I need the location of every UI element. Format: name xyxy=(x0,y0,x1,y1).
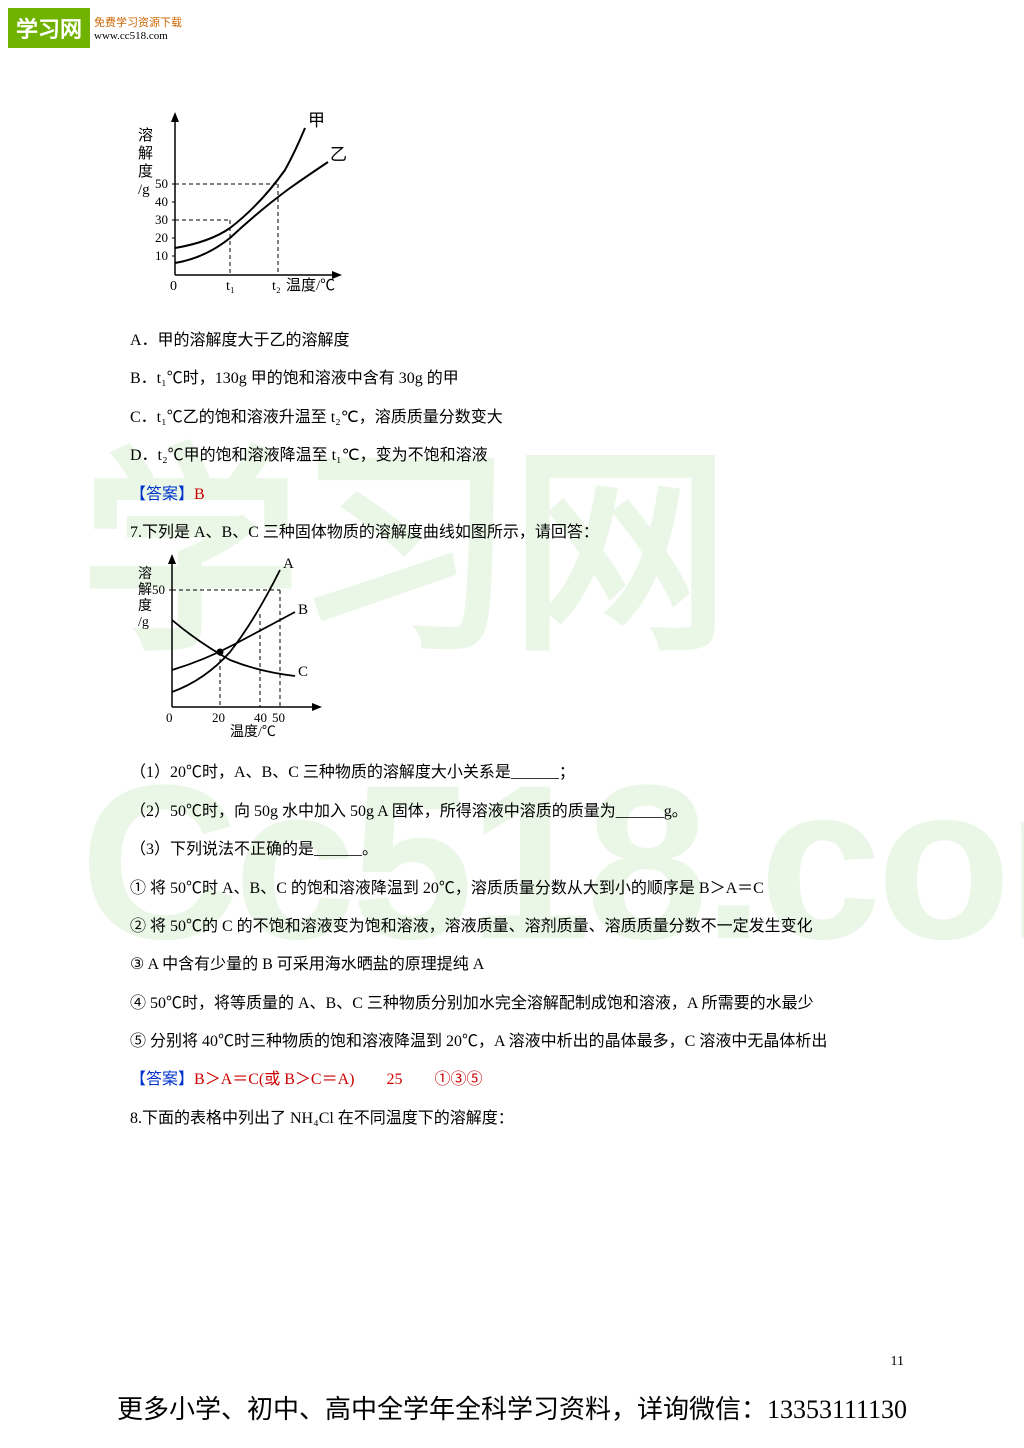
svg-text:/g: /g xyxy=(138,615,149,630)
q7-sub3: （3）下列说法不正确的是______。 xyxy=(130,831,900,869)
svg-text:B: B xyxy=(298,602,308,618)
svg-text:0: 0 xyxy=(170,279,177,294)
question-8: 8.下面的表格中列出了 NH₄Cl 在不同温度下的溶解度： xyxy=(130,1100,900,1138)
svg-text:乙: 乙 xyxy=(330,145,347,164)
q7-sub2: （2）50℃时，向 50g 水中加入 50g A 固体，所得溶液中溶质的质量为_… xyxy=(130,793,900,831)
site-logo: 学习网 免费学习资源下载 www.cc518.com xyxy=(8,8,182,48)
q7-choice3: ③ A 中含有少量的 B 可采用海水晒盐的原理提纯 A xyxy=(130,946,900,984)
footer-text: 更多小学、初中、高中全学年全科学习资料，详询微信：13353111130 xyxy=(0,1389,1024,1426)
q7-sub1: （1）20℃时，A、B、C 三种物质的溶解度大小关系是______； xyxy=(130,754,900,792)
svg-text:40: 40 xyxy=(155,194,168,209)
svg-text:10: 10 xyxy=(155,248,168,263)
answer-value: B＞A＝C(或 B＞C＝A) 25 ①③⑤ xyxy=(194,1071,482,1088)
document-content: 溶 解 度 /g 10 20 30 40 50 0 t₁ t₂ 温度/℃ 甲 乙… xyxy=(130,110,900,1138)
svg-text:40: 40 xyxy=(254,710,267,725)
svg-text:解: 解 xyxy=(138,582,152,598)
option-d: D．t₂℃甲的饱和溶液降温至 t₁℃，变为不饱和溶液 xyxy=(130,437,900,475)
option-a: A．甲的溶解度大于乙的溶解度 xyxy=(130,322,900,360)
svg-text:/g: /g xyxy=(138,182,150,198)
svg-text:度: 度 xyxy=(138,598,152,614)
svg-text:0: 0 xyxy=(166,710,173,725)
svg-text:t₂: t₂ xyxy=(272,279,281,294)
answer-1: 【答案】B xyxy=(130,476,900,514)
option-c: C．t₁℃乙的饱和溶液升温至 t₂℃，溶质质量分数变大 xyxy=(130,399,900,437)
logo-url: www.cc518.com xyxy=(94,30,182,42)
svg-text:50: 50 xyxy=(152,582,165,597)
svg-text:30: 30 xyxy=(155,212,168,227)
q7-choice1: ① 将 50℃时 A、B、C 的饱和溶液降温到 20℃，溶质质量分数从大到小的顺… xyxy=(130,870,900,908)
q7-choice2: ② 将 50℃的 C 的不饱和溶液变为饱和溶液，溶液质量、溶剂质量、溶质质量分数… xyxy=(130,908,900,946)
logo-subtitle: 免费学习资源下载 xyxy=(94,14,182,30)
q7-choice5: ⑤ 分别将 40℃时三种物质的饱和溶液降温到 20℃，A 溶液中析出的晶体最多，… xyxy=(130,1023,900,1061)
svg-text:50: 50 xyxy=(155,176,168,191)
option-b: B．t₁℃时，130g 甲的饱和溶液中含有 30g 的甲 xyxy=(130,360,900,398)
svg-text:20: 20 xyxy=(155,230,168,245)
svg-text:甲: 甲 xyxy=(308,111,325,130)
answer-value: B xyxy=(194,486,205,503)
svg-text:A: A xyxy=(283,556,294,572)
solubility-chart-2: 溶 解 度 /g 50 0 20 40 50 温度/℃ A B C xyxy=(130,552,340,737)
svg-text:t₁: t₁ xyxy=(226,279,235,294)
logo-brand: 学习网 xyxy=(8,8,90,48)
q7-choice4: ④ 50℃时，将等质量的 A、B、C 三种物质分别加水完全溶解配制成饱和溶液，A… xyxy=(130,985,900,1023)
svg-text:温度/℃: 温度/℃ xyxy=(286,277,335,294)
answer-label: 【答案】 xyxy=(130,486,194,503)
svg-text:50: 50 xyxy=(272,710,285,725)
svg-text:解: 解 xyxy=(138,145,153,162)
svg-text:溶: 溶 xyxy=(138,566,152,582)
svg-text:C: C xyxy=(298,664,308,680)
svg-text:20: 20 xyxy=(212,710,225,725)
solubility-chart-1: 溶 解 度 /g 10 20 30 40 50 0 t₁ t₂ 温度/℃ 甲 乙 xyxy=(130,110,360,305)
svg-text:溶: 溶 xyxy=(138,127,153,144)
page-number: 11 xyxy=(891,1354,904,1370)
question-7: 7.下列是 A、B、C 三种固体物质的溶解度曲线如图所示，请回答： xyxy=(130,514,900,552)
svg-text:度: 度 xyxy=(138,163,153,180)
answer-2: 【答案】B＞A＝C(或 B＞C＝A) 25 ①③⑤ xyxy=(130,1061,900,1099)
answer-label: 【答案】 xyxy=(130,1071,194,1088)
svg-text:温度/℃: 温度/℃ xyxy=(230,724,276,737)
